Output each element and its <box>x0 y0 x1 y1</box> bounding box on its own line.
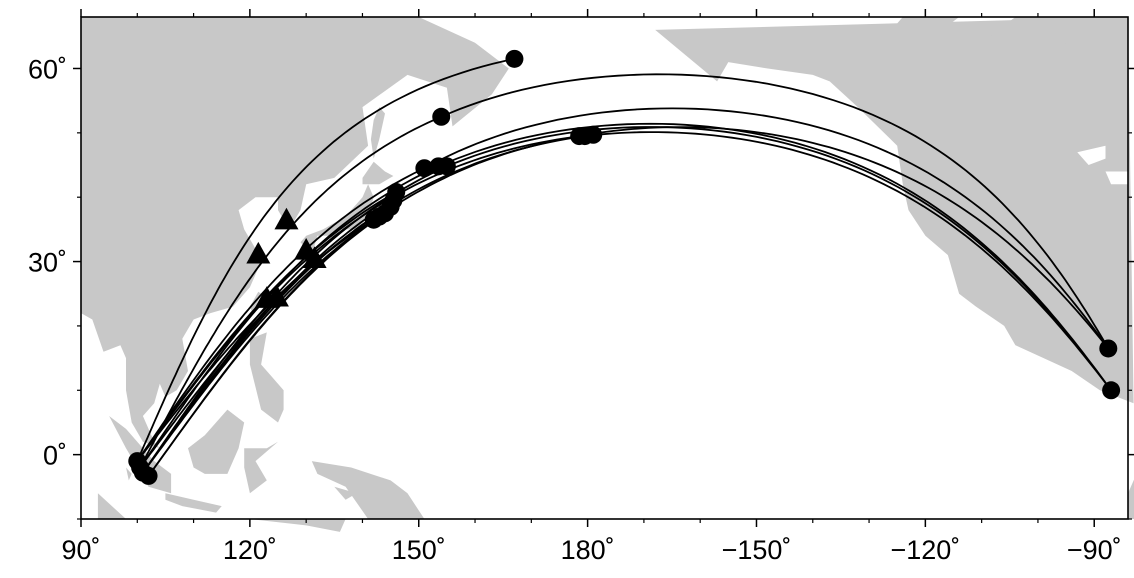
x-tick-label: −90˚ <box>1067 535 1122 565</box>
land-shape <box>249 332 284 423</box>
great-circle-path <box>139 115 442 468</box>
land-shape <box>1083 313 1112 339</box>
land-shape <box>97 493 126 519</box>
station-circle-marker <box>1099 339 1118 358</box>
great-circle-path <box>136 167 425 462</box>
land-shape <box>188 409 245 474</box>
lake-shape <box>1105 171 1128 185</box>
land-shape <box>165 493 222 513</box>
great-circle-path <box>423 107 1110 349</box>
station-triangle-marker <box>246 241 271 264</box>
land-shape <box>925 107 1072 211</box>
x-tick-label: 90˚ <box>61 535 100 565</box>
x-tick-label: −150˚ <box>722 535 792 565</box>
y-tick-label: 30˚ <box>28 248 67 278</box>
station-circle-marker <box>139 466 158 485</box>
station-triangle-marker <box>274 207 299 230</box>
map-frame <box>80 16 1129 520</box>
land-shape <box>891 17 960 30</box>
x-tick-label: 180˚ <box>561 535 615 565</box>
station-circle-marker <box>364 210 383 229</box>
land-shape <box>81 17 509 449</box>
land-shape <box>249 519 346 532</box>
great-circle-paths <box>136 57 1112 477</box>
station-circle-marker <box>415 159 434 178</box>
land-shape <box>959 255 988 314</box>
great-circle-path <box>579 126 1109 349</box>
land-shape <box>981 17 1128 69</box>
land-shape <box>311 461 425 519</box>
station-circle-marker <box>432 107 451 126</box>
great-circle-path <box>136 57 515 462</box>
y-tick-label: 60˚ <box>28 54 67 84</box>
x-tick-label: 150˚ <box>392 535 446 565</box>
lake-shape <box>1077 145 1106 165</box>
map-panel <box>80 16 1134 532</box>
axis-ticks: 90˚ 120˚ 150˚ 180˚ −150˚ −120˚ −90˚ 0˚ 30˚ 60˚ <box>28 9 1134 565</box>
land-shape <box>655 17 1134 404</box>
land-shape <box>370 107 385 159</box>
station-circle-marker <box>584 125 603 144</box>
station-circle-marker <box>1102 381 1121 400</box>
station-triangle-marker <box>302 246 327 268</box>
x-tick-label: −120˚ <box>890 535 960 565</box>
land-shape <box>244 441 278 494</box>
station-triangle-marker <box>264 284 289 307</box>
great-circle-path <box>584 131 1112 391</box>
great-circle-path <box>142 135 585 474</box>
y-tick-label: 0˚ <box>43 441 67 471</box>
land-shape <box>126 467 132 481</box>
land-shape <box>362 161 394 185</box>
land-shape <box>1128 377 1134 519</box>
x-tick-label: 120˚ <box>223 535 277 565</box>
land-shape <box>334 486 357 500</box>
station-markers <box>128 49 1121 485</box>
station-circle-marker <box>437 157 456 176</box>
station-circle-marker <box>505 49 524 68</box>
great-circle-path <box>440 73 1110 349</box>
great-circle-path <box>147 135 580 477</box>
